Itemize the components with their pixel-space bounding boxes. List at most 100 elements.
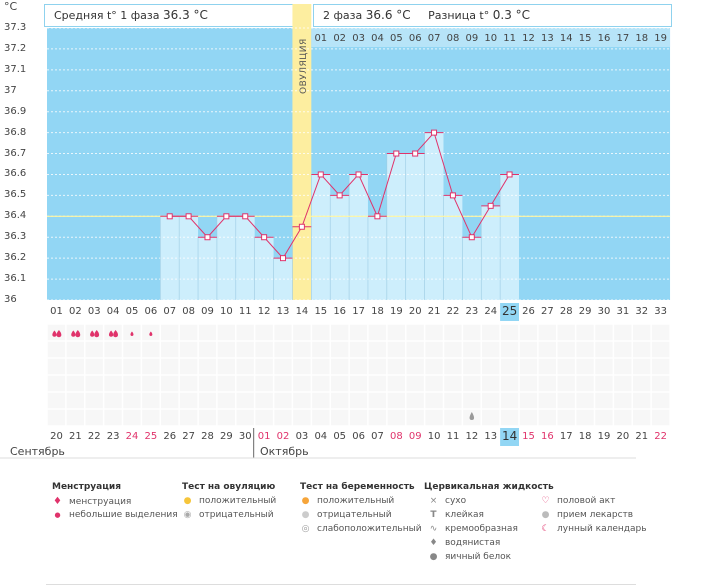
calendar-date[interactable]: 28: [201, 431, 214, 442]
calendar-date[interactable]: 21: [69, 431, 82, 442]
calendar-today-highlight: [500, 428, 519, 446]
cycle-day[interactable]: 25: [501, 304, 518, 318]
cycle-day[interactable]: 32: [635, 306, 649, 317]
temperature-point: [487, 202, 494, 209]
cycle-day[interactable]: 17: [352, 306, 365, 317]
calendar-date[interactable]: 19: [597, 431, 611, 442]
calendar-date[interactable]: 21: [635, 431, 649, 442]
calendar-date[interactable]: 13: [484, 431, 498, 442]
cycle-day[interactable]: 04: [106, 306, 120, 317]
cycle-day[interactable]: 09: [201, 306, 214, 317]
calendar-date[interactable]: 20: [50, 431, 63, 442]
cycle-day[interactable]: 19: [389, 306, 403, 317]
y-tick-label: 36.8: [4, 126, 27, 138]
temperature-point: [431, 129, 438, 136]
temperature-point: [468, 234, 475, 241]
calendar-date[interactable]: 12: [465, 431, 479, 442]
cycle-day[interactable]: 21: [427, 306, 441, 317]
cycle-day[interactable]: 18: [371, 306, 384, 317]
calendar-date[interactable]: 22: [654, 431, 668, 442]
cycle-day[interactable]: 12: [257, 306, 271, 317]
temperature-point: [204, 234, 211, 241]
y-tick-label: 37.2: [4, 42, 27, 54]
calendar-date[interactable]: 04: [314, 431, 328, 442]
cycle-day[interactable]: 13: [276, 306, 290, 317]
calendar-date[interactable]: 03: [295, 431, 309, 442]
calendar-date[interactable]: 26: [163, 431, 177, 442]
cycle-day[interactable]: 31: [616, 306, 630, 317]
cycle-day[interactable]: 05: [125, 306, 139, 317]
temperature-point: [166, 213, 173, 220]
calendar-date[interactable]: 20: [616, 431, 630, 442]
calendar-date[interactable]: 15: [522, 431, 535, 442]
calendar-date[interactable]: 01: [257, 431, 271, 442]
diff-value: 0.3 °C: [492, 8, 531, 22]
cycle-day[interactable]: 24: [484, 306, 498, 317]
calendar-date[interactable]: 23: [106, 431, 120, 442]
y-tick-label: 36.7: [4, 147, 27, 159]
menstruation-drop-icon: [90, 330, 95, 337]
calendar-date[interactable]: 30: [238, 431, 252, 442]
calendar-date[interactable]: 18: [578, 431, 592, 442]
cycle-day[interactable]: 02: [69, 306, 82, 317]
calendar-date[interactable]: 08: [389, 431, 403, 442]
cycle-day[interactable]: 06: [144, 306, 158, 317]
month-september: Сентябрь: [10, 445, 65, 458]
calendar-date[interactable]: 27: [182, 431, 196, 442]
cycle-day[interactable]: 27: [541, 306, 554, 317]
cycle-day[interactable]: 28: [559, 306, 573, 317]
today-highlight: [500, 303, 519, 321]
calendar-date[interactable]: 02: [276, 431, 290, 442]
calendar-date[interactable]: 09: [408, 431, 422, 442]
post-ovulation-day: 03: [352, 33, 365, 44]
post-ovulation-day: 04: [371, 33, 384, 44]
cycle-day[interactable]: 23: [465, 306, 479, 317]
y-tick-label: 36.1: [4, 273, 27, 285]
calendar-date[interactable]: 16: [541, 431, 554, 442]
calendar-date[interactable]: 06: [352, 431, 365, 442]
menstruation-drop-icon: [94, 330, 100, 338]
temperature-point: [317, 171, 324, 178]
temperature-point: [280, 255, 286, 262]
cycle-day[interactable]: 30: [597, 306, 611, 317]
cycle-day[interactable]: 11: [238, 306, 252, 317]
cycle-day[interactable]: 01: [50, 306, 63, 317]
temperature-point: [506, 171, 513, 178]
legend-cervical-creamy: ∿ кремообразная: [429, 524, 518, 534]
bottom-divider: [46, 584, 636, 585]
calendar-date[interactable]: 05: [333, 431, 347, 442]
cycle-day[interactable]: 29: [578, 306, 592, 317]
calendar-date[interactable]: 24: [125, 431, 139, 442]
calendar-date[interactable]: 07: [371, 431, 384, 442]
cycle-day[interactable]: 07: [163, 306, 177, 317]
temperature-bar: [443, 195, 463, 300]
cycle-day[interactable]: 16: [333, 306, 347, 317]
calendar-date[interactable]: 29: [220, 431, 233, 442]
cycle-day[interactable]: 20: [408, 306, 422, 317]
ovulation-label: ОВУЛЯЦИЯ: [299, 38, 309, 94]
calendar-date[interactable]: 22: [87, 431, 101, 442]
legend-pregnancy-negative: ● отрицательный: [301, 510, 392, 520]
phase1-summary: Средняя t° 1 фаза 36.3 °C: [44, 4, 294, 27]
cycle-day[interactable]: 15: [314, 306, 328, 317]
temperature-point: [393, 150, 400, 157]
post-ovulation-day: 15: [578, 33, 592, 44]
cycle-day[interactable]: 08: [182, 306, 196, 317]
calendar-date[interactable]: 11: [446, 431, 460, 442]
spotting-drop-icon: [130, 331, 134, 336]
cycle-day[interactable]: 03: [87, 306, 101, 317]
calendar-date[interactable]: 14: [501, 429, 518, 443]
cycle-day[interactable]: 14: [295, 306, 309, 317]
post-ovulation-day: 16: [597, 33, 611, 44]
calendar-date[interactable]: 10: [427, 431, 441, 442]
post-ovulation-day: 02: [333, 33, 347, 44]
calendar-date[interactable]: 17: [559, 431, 573, 442]
calendar-date[interactable]: 25: [144, 431, 158, 442]
moon-icon: ☾: [541, 524, 550, 534]
cycle-day[interactable]: 22: [446, 306, 460, 317]
cycle-day[interactable]: 26: [522, 306, 535, 317]
cycle-day[interactable]: 33: [654, 306, 668, 317]
post-ovulation-day: 01: [314, 33, 328, 44]
cycle-day[interactable]: 10: [220, 306, 233, 317]
temperature-point: [336, 192, 343, 199]
